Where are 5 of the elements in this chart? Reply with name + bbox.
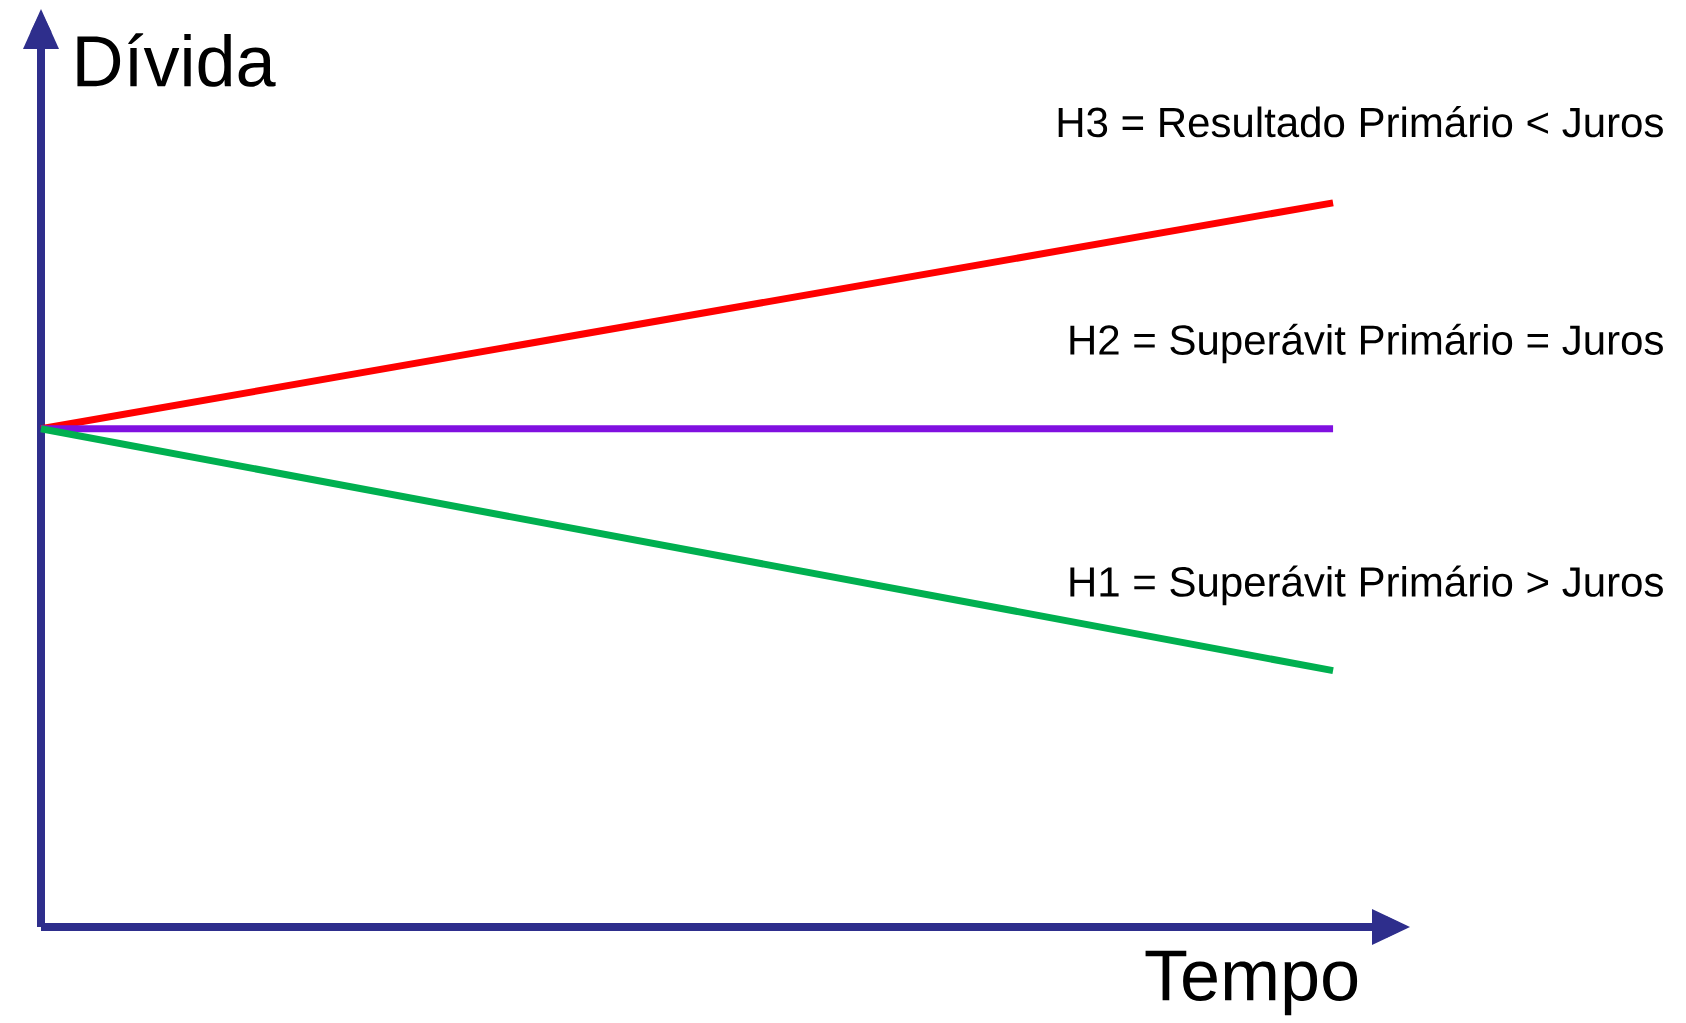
series-label: H2 = Superávit Primário = Juros	[1070, 323, 1663, 364]
series-label: H1 = Superávit Primário > Juros	[1070, 565, 1663, 606]
y-axis-title: Dívida	[77, 33, 276, 87]
x-axis-title: Tempo	[1145, 950, 1358, 1016]
text: H3 = Resultado Primário < Juros	[1058, 106, 1663, 138]
